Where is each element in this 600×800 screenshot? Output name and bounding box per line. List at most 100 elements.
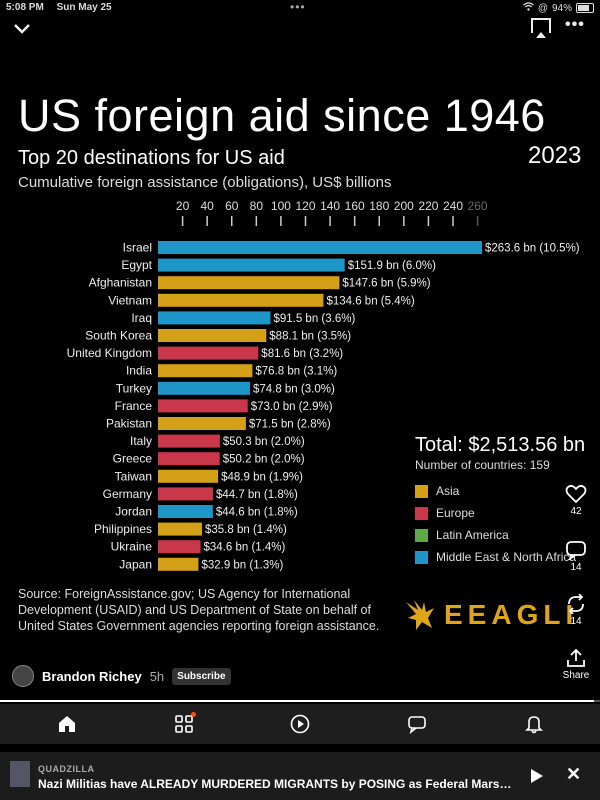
subscribe-button[interactable]: Subscribe xyxy=(172,667,231,685)
nav-messages[interactable] xyxy=(405,712,429,736)
bar xyxy=(158,311,271,325)
data-label: $34.6 bn (1.4%) xyxy=(204,542,286,554)
mini-player-thumbnail[interactable] xyxy=(10,761,30,787)
nav-apps[interactable] xyxy=(172,712,196,736)
eeagli-logo: EEAGLI xyxy=(404,598,578,632)
share-button[interactable]: Share xyxy=(556,648,596,681)
bar xyxy=(158,540,201,554)
avatar[interactable] xyxy=(12,665,34,687)
x-tick-label: 200 xyxy=(394,199,414,213)
category-label: Taiwan xyxy=(115,469,152,483)
legend-item: Asia xyxy=(415,480,600,502)
x-tick-label: 100 xyxy=(271,199,291,213)
play-circle-icon xyxy=(290,714,310,734)
status-time: 5:08 PM xyxy=(6,2,44,13)
category-label: South Korea xyxy=(85,329,152,343)
close-icon[interactable]: ✕ xyxy=(566,764,582,784)
legend-swatch xyxy=(415,506,428,520)
nav-watch[interactable] xyxy=(288,712,312,736)
progress-fill xyxy=(0,700,594,702)
bar xyxy=(158,487,213,501)
category-label: Israel xyxy=(123,241,152,255)
bar xyxy=(158,276,340,290)
x-tick-label: 40 xyxy=(200,199,214,213)
chart-description: Cumulative foreign assistance (obligatio… xyxy=(18,174,392,191)
legend-label: Europe xyxy=(436,506,475,520)
data-label: $48.9 bn (1.9%) xyxy=(221,471,303,483)
status-right: @ 94% xyxy=(522,2,594,14)
comment-count: 14 xyxy=(570,562,582,573)
bar xyxy=(158,522,203,536)
data-label: $81.6 bn (3.2%) xyxy=(261,348,343,360)
more-options-icon[interactable]: ••• xyxy=(565,16,585,33)
data-label: $74.8 bn (3.0%) xyxy=(253,383,335,395)
bar xyxy=(158,258,345,272)
bar xyxy=(158,469,219,483)
like-button[interactable]: 42 xyxy=(556,484,596,517)
x-tick-label: 180 xyxy=(369,199,389,213)
bell-icon xyxy=(525,716,543,734)
multitask-dots[interactable]: ••• xyxy=(290,0,306,14)
category-label: Greece xyxy=(113,452,153,466)
status-left: 5:08 PM Sun May 25 xyxy=(6,2,122,13)
nav-notifications[interactable] xyxy=(522,712,546,736)
total-label: Total: $2,513.56 bn xyxy=(415,434,586,456)
like-count: 42 xyxy=(570,506,582,517)
share-icon xyxy=(567,648,585,667)
bar xyxy=(158,381,250,395)
category-label: Afghanistan xyxy=(89,276,152,290)
data-label: $88.1 bn (3.5%) xyxy=(269,331,351,343)
bar xyxy=(158,417,246,430)
video-subtitle: Top 20 destinations for US aid xyxy=(18,147,285,169)
x-tick-label: 160 xyxy=(345,199,365,213)
data-label: $44.7 bn (1.8%) xyxy=(216,489,298,501)
mini-player[interactable]: QUADZILLA Nazi Militias have ALREADY MUR… xyxy=(0,752,600,800)
home-icon xyxy=(59,716,75,732)
bar xyxy=(158,293,324,307)
countries-label: Number of countries: 159 xyxy=(415,458,550,472)
x-tick-label: 60 xyxy=(225,199,239,213)
bar xyxy=(158,399,248,413)
category-label: India xyxy=(126,364,152,378)
category-label: Philippines xyxy=(94,522,152,536)
bar xyxy=(158,505,213,518)
channel-name[interactable]: Brandon Richey xyxy=(42,668,142,684)
post-time: 5h xyxy=(149,668,165,684)
nav-home[interactable] xyxy=(55,712,79,736)
cast-icon[interactable] xyxy=(531,18,551,38)
legend-swatch xyxy=(415,550,428,564)
data-label: $50.3 bn (2.0%) xyxy=(223,436,305,448)
bar xyxy=(158,241,482,254)
legend-item: Europe xyxy=(415,502,600,524)
x-tick-label: 140 xyxy=(320,199,340,213)
legend-item: Middle East & North Africa xyxy=(415,546,600,568)
data-label: $35.8 bn (1.4%) xyxy=(205,524,287,536)
data-label: $76.8 bn (3.1%) xyxy=(255,366,337,378)
legend-item: Latin America xyxy=(415,524,600,546)
chart-legend: Asia Europe Latin America Middle East & Nor… xyxy=(415,480,600,568)
video-frame[interactable]: US foreign aid since 1946 Top 20 destina… xyxy=(0,44,600,699)
data-label: $263.6 bn (10.5%) xyxy=(485,243,580,255)
comment-button[interactable]: 14 xyxy=(556,540,596,573)
collapse-chevron-icon[interactable] xyxy=(14,18,30,39)
bar xyxy=(158,364,253,378)
year-label: 2023 xyxy=(528,142,582,169)
remix-button[interactable]: 14 xyxy=(556,594,596,627)
progress-bar[interactable] xyxy=(0,700,600,702)
status-bar: 5:08 PM Sun May 25 ••• @ 94% xyxy=(0,0,600,16)
category-label: Vietnam xyxy=(108,293,152,307)
bar xyxy=(158,329,267,342)
wifi-icon xyxy=(522,2,534,14)
data-label: $91.5 bn (3.6%) xyxy=(273,313,355,325)
x-tick-label: 120 xyxy=(295,199,315,213)
legend-label: Asia xyxy=(436,484,460,498)
eagle-icon xyxy=(406,600,434,630)
category-label: Egypt xyxy=(121,258,152,272)
play-icon[interactable] xyxy=(531,769,543,783)
x-tick-label: 260 xyxy=(468,199,488,213)
legend-label: Latin America xyxy=(436,528,509,542)
mini-player-title[interactable]: Nazi Militias have ALREADY MURDERED MIGR… xyxy=(38,777,518,791)
status-date: Sun May 25 xyxy=(56,2,112,13)
channel-row: Brandon Richey 5h Subscribe xyxy=(12,665,231,687)
video-title: US foreign aid since 1946 xyxy=(18,90,546,141)
